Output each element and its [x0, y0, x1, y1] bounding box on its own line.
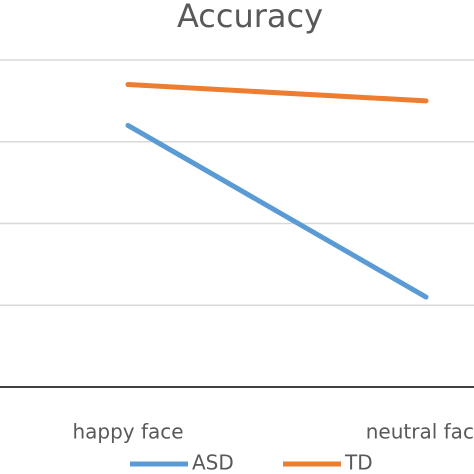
x-tick-label: neutral face	[366, 420, 474, 444]
data-line	[125, 82, 429, 104]
legend-label: ASD	[192, 451, 234, 474]
data-line	[125, 122, 429, 300]
legend-label: TD	[344, 451, 373, 474]
chart-title: Accuracy	[177, 0, 323, 35]
x-tick-label: happy face	[72, 420, 183, 444]
